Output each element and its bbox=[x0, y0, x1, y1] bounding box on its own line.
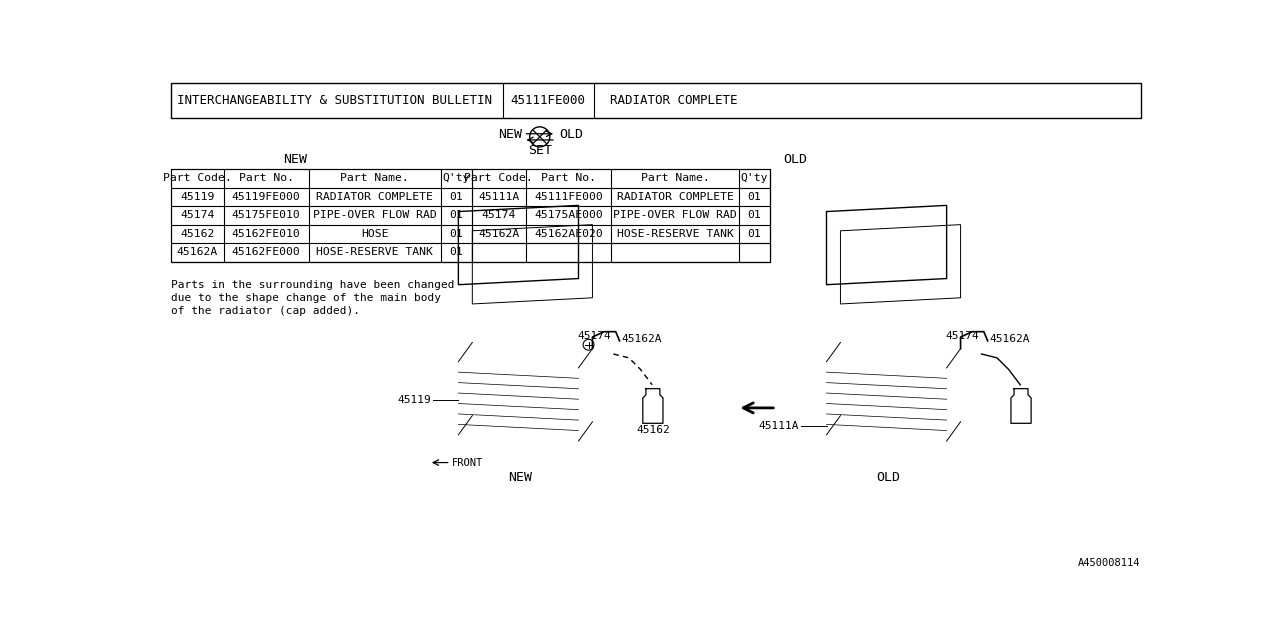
Text: 45111FE000: 45111FE000 bbox=[534, 192, 603, 202]
Bar bbox=[170, 169, 771, 262]
Text: 45162A: 45162A bbox=[477, 229, 520, 239]
Text: 45162A: 45162A bbox=[621, 335, 662, 344]
Text: NEW: NEW bbox=[498, 128, 522, 141]
Text: 01: 01 bbox=[449, 247, 463, 257]
Text: RADIATOR COMPLETE: RADIATOR COMPLETE bbox=[609, 94, 737, 107]
Text: NEW: NEW bbox=[508, 472, 532, 484]
Text: 45162A: 45162A bbox=[989, 335, 1029, 344]
Text: A450008114: A450008114 bbox=[1078, 559, 1140, 568]
Text: HOSE: HOSE bbox=[361, 229, 388, 239]
Text: HOSE-RESERVE TANK: HOSE-RESERVE TANK bbox=[617, 229, 733, 239]
Text: FRONT: FRONT bbox=[452, 458, 484, 468]
Text: 45175AE000: 45175AE000 bbox=[534, 211, 603, 220]
Text: Part No.: Part No. bbox=[541, 173, 596, 184]
Text: SET: SET bbox=[527, 144, 552, 157]
Text: 01: 01 bbox=[449, 192, 463, 202]
Text: of the radiator (cap added).: of the radiator (cap added). bbox=[170, 306, 360, 316]
Text: 45162AE020: 45162AE020 bbox=[534, 229, 603, 239]
Text: 45111FE000: 45111FE000 bbox=[511, 94, 586, 107]
Text: 45174: 45174 bbox=[577, 331, 611, 340]
Text: PIPE-OVER FLOW RAD: PIPE-OVER FLOW RAD bbox=[613, 211, 737, 220]
Text: Part Code.: Part Code. bbox=[163, 173, 232, 184]
Text: 45162: 45162 bbox=[636, 424, 669, 435]
Text: 45175FE010: 45175FE010 bbox=[232, 211, 301, 220]
Text: 01: 01 bbox=[449, 211, 463, 220]
Text: 01: 01 bbox=[748, 211, 762, 220]
Text: Q'ty: Q'ty bbox=[741, 173, 768, 184]
Text: 45162: 45162 bbox=[180, 229, 214, 239]
Bar bbox=[472, 243, 769, 261]
Bar bbox=[170, 83, 1142, 118]
Text: RADIATOR COMPLETE: RADIATOR COMPLETE bbox=[617, 192, 733, 202]
Text: 45174: 45174 bbox=[481, 211, 516, 220]
Text: 45119: 45119 bbox=[180, 192, 214, 202]
Text: Part Name.: Part Name. bbox=[640, 173, 709, 184]
Text: RADIATOR COMPLETE: RADIATOR COMPLETE bbox=[316, 192, 433, 202]
Text: 01: 01 bbox=[449, 229, 463, 239]
Text: INTERCHANGEABILITY & SUBSTITUTION BULLETIN: INTERCHANGEABILITY & SUBSTITUTION BULLET… bbox=[177, 94, 492, 107]
Text: 45162FE000: 45162FE000 bbox=[232, 247, 301, 257]
Text: 45111A: 45111A bbox=[477, 192, 520, 202]
Text: Part No.: Part No. bbox=[238, 173, 293, 184]
Text: 01: 01 bbox=[748, 192, 762, 202]
Text: Part Code.: Part Code. bbox=[465, 173, 532, 184]
Text: HOSE-RESERVE TANK: HOSE-RESERVE TANK bbox=[316, 247, 433, 257]
Text: Parts in the surrounding have been changed: Parts in the surrounding have been chang… bbox=[170, 280, 454, 290]
Text: 45162FE010: 45162FE010 bbox=[232, 229, 301, 239]
Text: 45111A: 45111A bbox=[759, 420, 800, 431]
Text: 01: 01 bbox=[748, 229, 762, 239]
Text: OLD: OLD bbox=[559, 128, 584, 141]
Text: Q'ty: Q'ty bbox=[443, 173, 470, 184]
Text: 45174: 45174 bbox=[180, 211, 214, 220]
Text: due to the shape change of the main body: due to the shape change of the main body bbox=[170, 292, 440, 303]
Text: 45162A: 45162A bbox=[177, 247, 218, 257]
Text: OLD: OLD bbox=[783, 154, 808, 166]
Text: 45119: 45119 bbox=[398, 395, 431, 405]
Text: 45119FE000: 45119FE000 bbox=[232, 192, 301, 202]
Text: OLD: OLD bbox=[877, 472, 901, 484]
Text: NEW: NEW bbox=[284, 154, 307, 166]
Text: 45174: 45174 bbox=[945, 331, 979, 340]
Text: PIPE-OVER FLOW RAD: PIPE-OVER FLOW RAD bbox=[312, 211, 436, 220]
Text: Part Name.: Part Name. bbox=[340, 173, 410, 184]
